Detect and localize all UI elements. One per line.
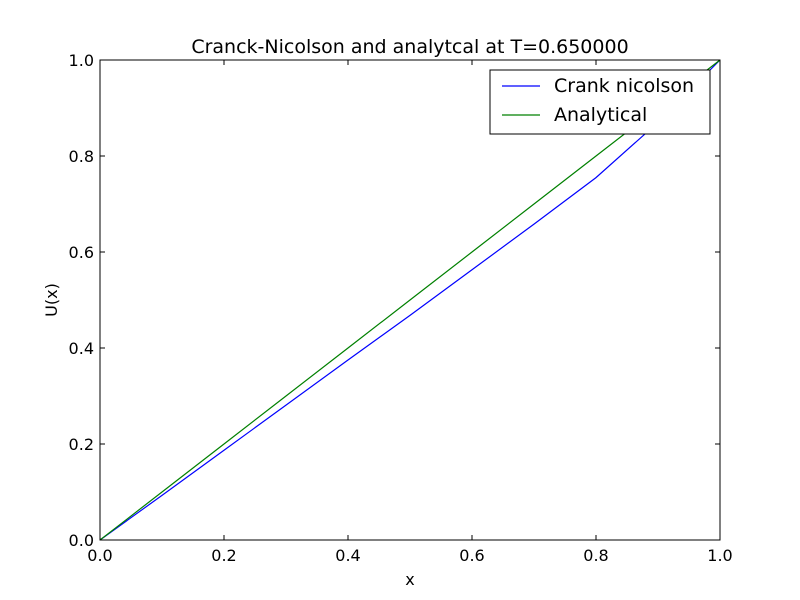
x-tick-label: 0.8: [583, 546, 608, 565]
plot-frame: [99, 59, 721, 541]
y-tick-label: 0.0: [69, 531, 94, 550]
x-tick-label: 1.0: [707, 546, 732, 565]
legend-label-crank-nicolson: Crank nicolson: [554, 75, 694, 97]
y-tick-label: 1.0: [69, 51, 94, 70]
x-tick-label: 0.2: [211, 546, 236, 565]
series-line-crank-nicolson: [99, 59, 721, 541]
series-layer: [99, 59, 721, 541]
x-tick-label: 0.0: [87, 546, 112, 565]
ticks-layer: 0.0 0.2 0.4 0.6 0.8 1.0 0.0 0.2 0.4 0.6 0.8 1.0: [69, 51, 733, 565]
series-line-analytical: [99, 59, 721, 541]
legend: Crank nicolson Analytical: [489, 69, 711, 135]
legend-box: [489, 69, 711, 135]
chart-title: Cranck-Nicolson and analytcal at T=0.650…: [191, 36, 628, 58]
y-tick-label: 0.2: [69, 435, 94, 454]
y-tick-label: 0.6: [69, 243, 94, 262]
y-axis-label: U(x): [42, 283, 61, 317]
y-tick-label: 0.8: [69, 147, 94, 166]
y-tick-label: 0.4: [69, 339, 94, 358]
x-tick-label: 0.6: [459, 546, 484, 565]
x-tick-label: 0.4: [335, 546, 360, 565]
x-axis-label: x: [405, 570, 414, 589]
legend-label-analytical: Analytical: [554, 104, 647, 126]
